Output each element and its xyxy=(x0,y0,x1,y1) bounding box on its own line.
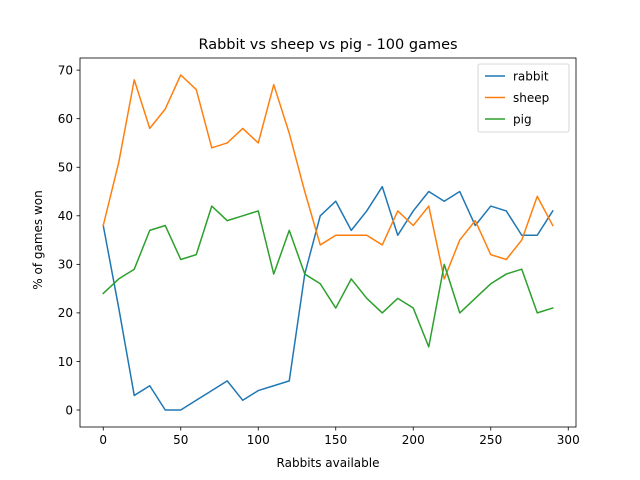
y-tick-label: 20 xyxy=(58,306,73,320)
y-axis-label: % of games won xyxy=(31,190,45,289)
y-tick-label: 70 xyxy=(58,63,73,77)
x-tick-label: 100 xyxy=(247,433,270,447)
x-tick-label: 200 xyxy=(402,433,425,447)
series-line-sheep xyxy=(102,74,554,280)
legend-box xyxy=(477,63,570,133)
y-tick-label: 0 xyxy=(65,403,73,417)
y-tick-label: 40 xyxy=(58,209,73,223)
y-tick-label: 10 xyxy=(58,355,73,369)
series-line-pig xyxy=(102,205,554,348)
legend-label-rabbit: rabbit xyxy=(513,69,549,83)
legend-label-sheep: sheep xyxy=(513,91,549,105)
plot-area: 0 50 100 150 200 250 300 0 10 20 30 40 50 60 70 xyxy=(58,57,580,447)
y-tick-label: 60 xyxy=(58,112,73,126)
axes-frame xyxy=(79,57,577,428)
x-axis-label: Rabbits available xyxy=(277,456,380,470)
x-tick-label: 50 xyxy=(173,433,188,447)
x-tick-label: 0 xyxy=(99,433,107,447)
legend-label-pig: pig xyxy=(513,112,532,126)
y-tick-label: 30 xyxy=(58,258,73,272)
y-tick-label: 50 xyxy=(58,161,73,175)
x-tick-label: 150 xyxy=(324,433,347,447)
legend: rabbit sheep pig xyxy=(477,63,570,133)
x-tick-label: 250 xyxy=(479,433,502,447)
x-tick-label: 300 xyxy=(557,433,580,447)
series-line-rabbit xyxy=(102,185,554,411)
chart-title: Rabbit vs sheep vs pig - 100 games xyxy=(198,37,457,53)
